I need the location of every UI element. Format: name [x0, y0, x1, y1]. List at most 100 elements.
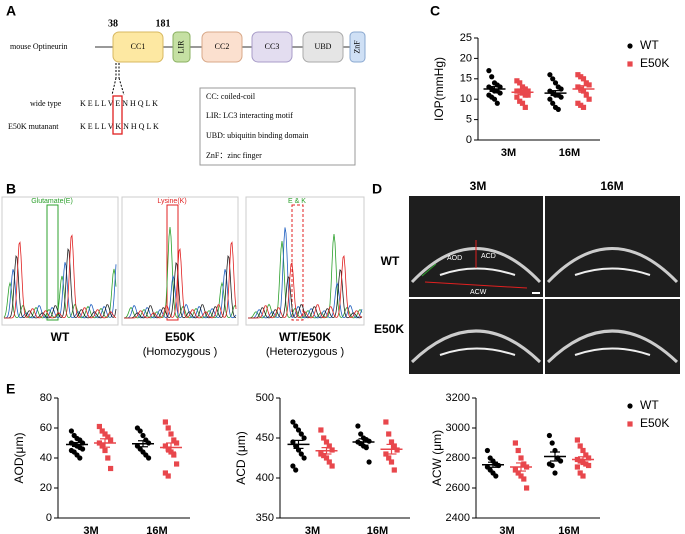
point	[388, 459, 395, 465]
point	[555, 106, 561, 112]
point	[326, 459, 332, 465]
x-tick-label: 3M	[83, 525, 98, 534]
y-tick-label: 500	[256, 392, 274, 404]
chart: 2400 2600 2800 3000 3200 ACW (μm) 3M 16M WT E50K	[430, 392, 669, 534]
point	[329, 463, 335, 469]
point	[290, 419, 296, 425]
point	[321, 435, 327, 441]
point	[575, 100, 581, 106]
point	[514, 88, 520, 94]
sequence: K E L L V K N H Q L K	[80, 122, 159, 131]
point	[586, 96, 592, 102]
point	[174, 461, 180, 467]
trace-box	[1, 196, 119, 326]
point	[524, 485, 530, 491]
panel-label: B	[6, 181, 16, 197]
domain-label: CC1	[131, 42, 146, 51]
point	[491, 96, 498, 102]
point	[549, 440, 555, 446]
y-tick-label: 450	[256, 432, 274, 444]
point	[168, 431, 174, 437]
point	[99, 443, 105, 449]
trace	[4, 234, 117, 319]
point	[580, 76, 587, 82]
cornea	[546, 329, 679, 364]
connector	[111, 77, 117, 96]
point	[323, 439, 330, 445]
point	[301, 455, 307, 461]
y-tick-label: 20	[40, 482, 52, 494]
point	[518, 455, 524, 461]
point	[77, 455, 83, 461]
legend-label: E50K	[640, 56, 669, 70]
point	[358, 431, 364, 437]
domain	[201, 31, 243, 63]
point	[318, 427, 324, 433]
point	[383, 419, 389, 425]
point	[522, 104, 528, 110]
cornea	[546, 247, 679, 284]
position: 181	[156, 18, 171, 29]
domain-label: CC3	[265, 42, 280, 51]
y-tick-label: 10	[460, 93, 472, 105]
point	[355, 423, 361, 429]
legend-box	[199, 87, 356, 166]
point	[552, 80, 559, 86]
x-tick-label: 16M	[367, 525, 388, 534]
point	[586, 82, 592, 88]
sequencing: Glutamate(E) Lysine(K) E & K WT E50K (Ho…	[1, 196, 365, 358]
point	[391, 443, 397, 449]
point	[140, 432, 146, 439]
legend-text: CC: coiled-coil	[206, 92, 256, 101]
trace	[123, 226, 237, 319]
point	[99, 428, 105, 434]
point	[574, 437, 580, 443]
point	[386, 455, 392, 461]
panel-label: E	[6, 381, 15, 397]
point	[583, 461, 589, 467]
chart: 0 5 10 15 20 25 IOP(mmHg) 3M 16M WT E50K	[432, 32, 669, 159]
point	[174, 440, 180, 446]
point	[583, 452, 589, 458]
point	[484, 447, 490, 454]
annotation: ACW	[470, 289, 487, 296]
y-tick-label: 2800	[446, 452, 470, 464]
point	[137, 428, 143, 434]
point	[627, 403, 633, 409]
point	[512, 467, 518, 473]
y-tick-label: 25	[460, 32, 472, 44]
oct-images: 3M 16M WT E50K AOD ACD ACW	[374, 179, 680, 374]
domain-label: UBD	[315, 42, 332, 51]
connector	[118, 77, 125, 96]
domain	[349, 31, 366, 63]
point	[525, 92, 531, 98]
column-label: 16M	[600, 179, 623, 193]
oct-image	[545, 299, 680, 374]
point	[580, 104, 587, 110]
domain-label: CC2	[215, 42, 230, 51]
point	[323, 455, 330, 461]
arrow	[421, 263, 437, 277]
trace	[248, 254, 363, 319]
x-tick-label: 3M	[501, 147, 516, 159]
trace-box	[245, 196, 365, 326]
y-tick-label: 80	[40, 392, 52, 404]
point	[518, 473, 524, 479]
point	[577, 443, 583, 449]
point	[515, 470, 521, 476]
point	[102, 431, 108, 437]
point	[586, 462, 592, 469]
y-tick-label: 2600	[446, 482, 470, 494]
point	[363, 445, 369, 451]
point	[521, 476, 527, 482]
column-label: 3M	[470, 179, 487, 193]
y-tick-label: 40	[40, 452, 52, 464]
point	[583, 80, 589, 86]
mutation-box	[112, 95, 123, 135]
point	[574, 464, 580, 470]
point	[96, 423, 102, 430]
point	[517, 98, 523, 104]
chart: 0 20 40 60 80 AOD(μm) 3M 16M	[12, 392, 190, 534]
domain-label: LIR	[176, 40, 185, 54]
x-tick-label: 16M	[558, 525, 579, 534]
